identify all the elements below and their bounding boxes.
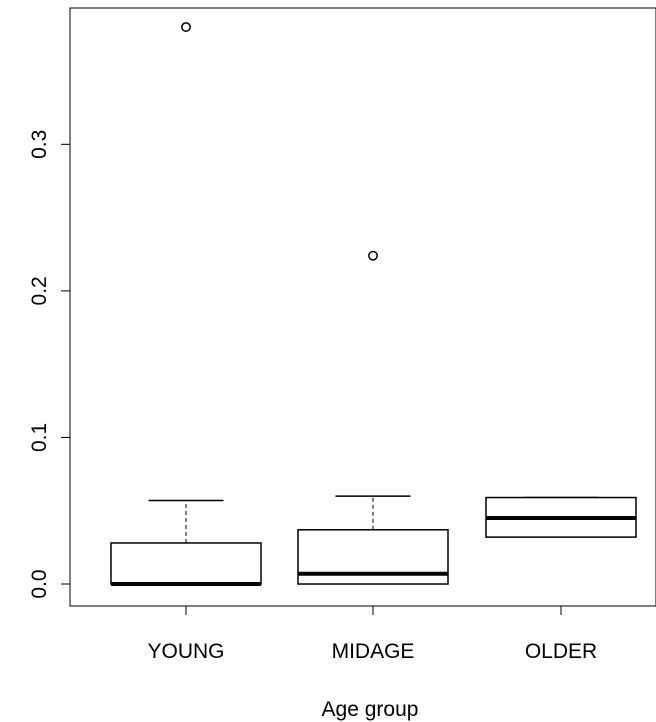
iqr-box [297,529,449,585]
box-midage [297,250,449,585]
y-axis: 0.0 0.1 0.2 0.3 [28,130,70,599]
outlier-point [181,22,191,33]
x-tick-label: YOUNG [147,640,224,663]
box-older [485,496,637,538]
iqr-box [110,542,262,585]
x-axis: YOUNG MIDAGE OLDER [147,606,597,663]
y-tick-label: 0.3 [28,130,51,159]
plot-frame [69,7,656,607]
y-tick-label: 0.2 [28,276,51,305]
x-axis-title: Age group [322,698,419,721]
y-tick-label: 0.0 [28,569,51,598]
box-young [110,22,262,587]
outlier-point [368,250,378,261]
x-tick-label: OLDER [525,640,597,663]
x-tick-label: MIDAGE [332,640,415,663]
boxes [110,22,637,587]
y-tick-label: 0.1 [28,423,51,452]
